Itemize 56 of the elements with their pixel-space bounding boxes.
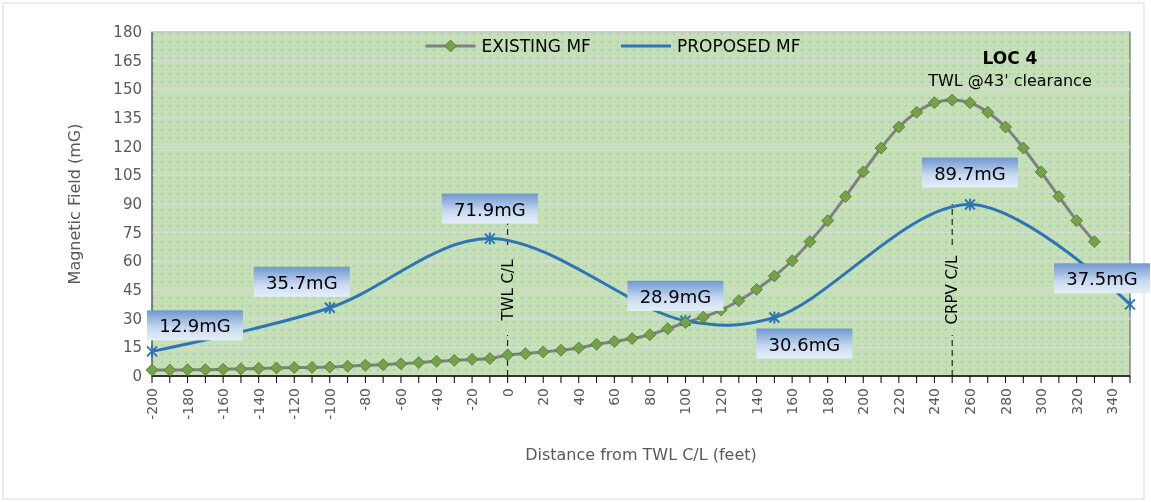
- x-tick-label: -80: [357, 388, 374, 411]
- y-tick-label: 90: [122, 195, 142, 213]
- x-tick-label: -180: [179, 388, 196, 420]
- x-tick-label: 320: [1068, 388, 1085, 415]
- data-label: 28.9mG: [639, 285, 712, 307]
- y-tick-label: 30: [122, 309, 142, 328]
- x-tick-label: -120: [286, 388, 303, 420]
- x-tick-label: 160: [784, 388, 801, 415]
- x-tick-label: 120: [713, 388, 730, 415]
- legend-label: PROPOSED MF: [677, 36, 801, 56]
- x-tick-label: -20: [464, 388, 481, 411]
- x-tick-label: 260: [961, 388, 978, 415]
- x-tick-label: -200: [144, 388, 160, 420]
- x-tick-label: -160: [215, 388, 232, 420]
- x-tick-label: 200: [855, 388, 872, 415]
- y-tick-label: 0: [132, 367, 142, 385]
- x-tick-label: 280: [997, 388, 1014, 415]
- data-label: 30.6mG: [768, 333, 841, 355]
- x-tick-label: 140: [748, 388, 765, 415]
- x-tick-label: -60: [392, 388, 409, 411]
- data-label: 12.9mG: [159, 315, 231, 337]
- y-tick-label: 165: [113, 51, 142, 70]
- data-label: 37.5mG: [1066, 268, 1138, 290]
- x-tick-label: 20: [535, 388, 552, 406]
- x-tick-label: 220: [890, 388, 907, 415]
- y-tick-label: 180: [113, 23, 142, 41]
- x-axis-title: Distance from TWL C/L (feet): [525, 445, 757, 464]
- x-tick-label: 0: [499, 388, 516, 397]
- x-tick-label: 300: [1033, 388, 1050, 415]
- annotation: TWL @43' clearance: [927, 71, 1092, 90]
- x-tick-label: 340: [1104, 388, 1121, 415]
- legend-label: EXISTING MF: [481, 36, 591, 56]
- y-tick-label: 45: [122, 281, 142, 299]
- y-tick-label: 15: [122, 338, 142, 357]
- x-tick-label: 100: [677, 388, 694, 415]
- y-tick-label: 135: [113, 109, 142, 127]
- x-tick-label: 80: [641, 388, 658, 406]
- data-label: 71.9mG: [454, 198, 526, 220]
- data-label: 35.7mG: [266, 271, 338, 293]
- x-tick-label: 60: [606, 388, 623, 406]
- ref-line-label: TWL C/L: [498, 258, 517, 322]
- y-tick-label: 60: [122, 252, 142, 271]
- x-tick-label: 180: [819, 388, 836, 415]
- y-tick-label: 150: [113, 80, 142, 99]
- x-tick-label: 40: [570, 388, 587, 406]
- y-axis-title: Magnetic Field (mG): [65, 123, 84, 285]
- data-label: 89.7mG: [934, 162, 1006, 184]
- annotation: LOC 4: [982, 48, 1038, 68]
- x-tick-label: -140: [250, 388, 267, 420]
- y-tick-label: 75: [122, 223, 142, 242]
- x-tick-label: -40: [428, 388, 445, 411]
- y-tick-label: 105: [113, 166, 142, 185]
- x-tick-label: 240: [926, 388, 943, 415]
- y-tick-label: 120: [113, 137, 142, 156]
- ref-line-label: CRPV C/L: [943, 254, 962, 325]
- x-tick-label: -100: [321, 388, 338, 420]
